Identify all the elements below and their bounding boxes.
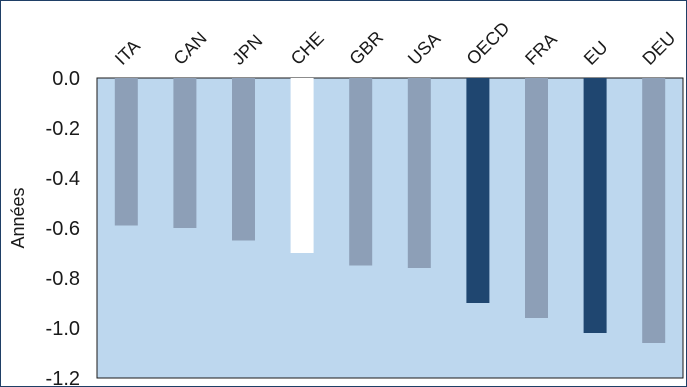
category-label-che: CHE xyxy=(287,28,328,69)
y-tick-label: -1.2 xyxy=(46,368,80,387)
bar-fra xyxy=(525,78,548,318)
category-label-jpn: JPN xyxy=(228,31,266,69)
category-label-eu: EU xyxy=(580,37,612,69)
y-tick-label: -0.8 xyxy=(46,268,80,290)
bar-can xyxy=(173,78,197,228)
y-tick-label: -0.4 xyxy=(46,168,80,190)
bar-jpn xyxy=(232,78,255,241)
bar-ita xyxy=(114,78,138,226)
category-label-can: CAN xyxy=(170,28,211,69)
y-tick-label: -0.6 xyxy=(46,218,80,240)
bar-deu xyxy=(642,78,666,343)
y-axis-label: Années xyxy=(8,187,28,248)
category-label-usa: USA xyxy=(404,29,444,69)
y-tick-label: -0.2 xyxy=(46,118,80,140)
category-label-gbr: GBR xyxy=(345,27,387,69)
y-axis-ticks: 0.0 -0.2 -0.4 -0.6 -0.8 -1.0 -1.2 xyxy=(46,68,80,387)
category-label-oecd: OECD xyxy=(463,18,514,69)
y-tick-label: -1.0 xyxy=(46,318,80,340)
bar-gbr xyxy=(349,78,373,266)
category-label-ita: ITA xyxy=(111,36,144,69)
bar-eu xyxy=(583,78,607,333)
bar-usa xyxy=(407,78,431,268)
bar-che xyxy=(290,78,314,253)
bars xyxy=(114,78,666,343)
category-label-deu: DEU xyxy=(638,28,679,69)
x-axis-categories: ITA CAN JPN CHE GBR USA OECD FRA EU DEU xyxy=(111,18,679,69)
y-tick-label: 0.0 xyxy=(52,68,80,90)
category-label-fra: FRA xyxy=(521,29,561,69)
bar-oecd xyxy=(466,78,490,303)
